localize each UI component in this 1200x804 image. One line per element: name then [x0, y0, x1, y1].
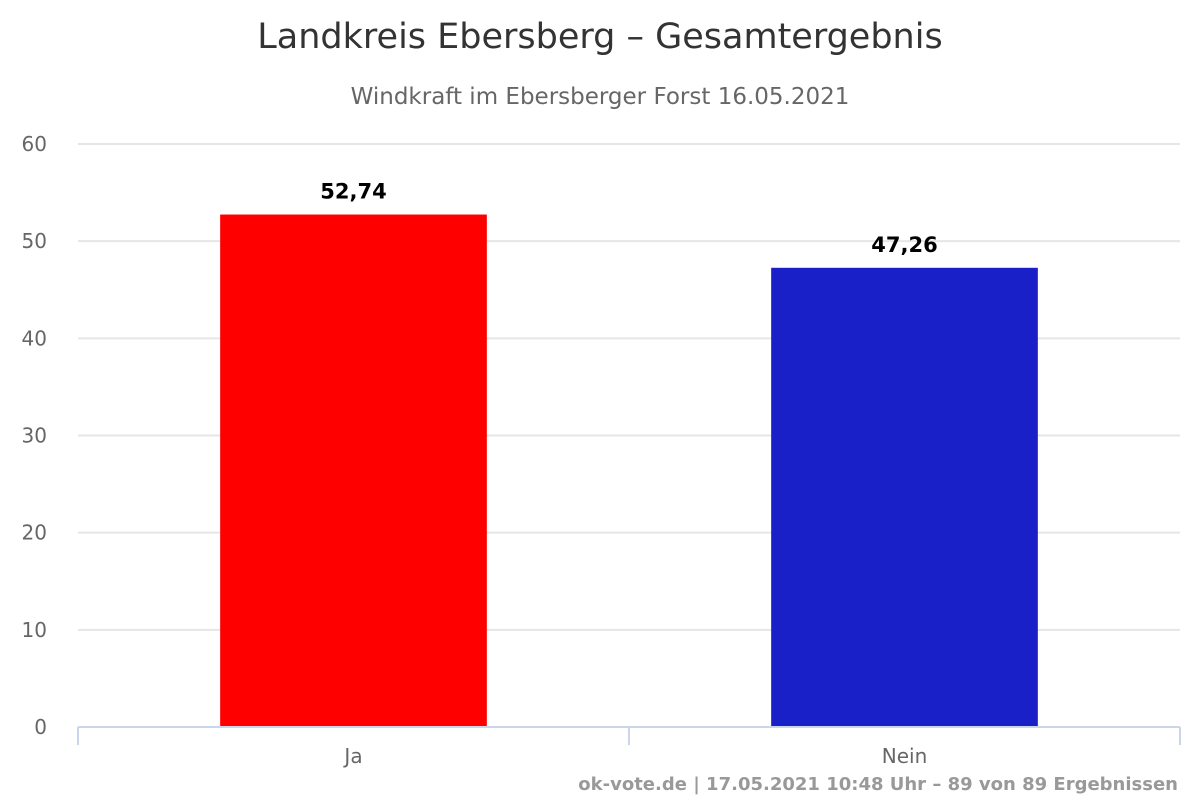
y-tick-label: 10: [22, 618, 47, 642]
credits-text[interactable]: ok-vote.de | 17.05.2021 10:48 Uhr – 89 v…: [578, 774, 1178, 795]
y-tick-label: 20: [22, 521, 47, 545]
data-label: 47,26: [871, 233, 937, 257]
y-tick-label: 30: [22, 424, 47, 448]
bars: [220, 214, 1038, 728]
x-category-label: Nein: [882, 744, 928, 768]
y-tick-label: 40: [22, 326, 47, 350]
y-axis-ticks: 0 10 20 30 40 50 60: [22, 132, 47, 739]
x-category-label: Ja: [342, 744, 362, 768]
chart-subtitle: Windkraft im Ebersberger Forst 16.05.202…: [351, 84, 850, 110]
data-labels: 52,74 47,26: [320, 180, 937, 257]
y-tick-label: 0: [34, 715, 47, 739]
bar-nein: [771, 267, 1038, 727]
bar-ja: [220, 214, 487, 728]
y-tick-label: 60: [22, 132, 47, 156]
x-axis: Ja Nein: [77, 726, 1181, 768]
data-label: 52,74: [320, 180, 386, 204]
y-tick-label: 50: [22, 229, 47, 253]
chart-title: Landkreis Ebersberg – Gesamtergebnis: [257, 17, 942, 57]
